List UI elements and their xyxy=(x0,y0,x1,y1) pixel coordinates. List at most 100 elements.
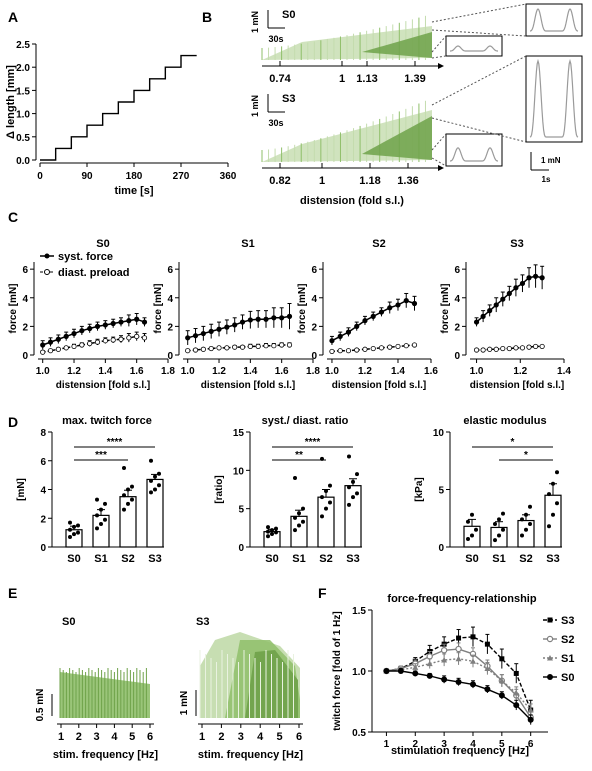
d-significance-label: **** xyxy=(305,437,321,448)
e-x-tick-label: 1 xyxy=(199,731,205,743)
c-point-syst xyxy=(126,318,132,324)
c-y-tick-label: 2 xyxy=(167,322,173,333)
d-data-point xyxy=(157,471,161,476)
c-y-tick-label: 6 xyxy=(167,265,173,276)
c-point-diast xyxy=(286,342,293,348)
c-point-syst xyxy=(118,319,124,325)
a-x-tick-label: 270 xyxy=(173,171,190,182)
d-data-point xyxy=(76,523,80,528)
c-x-label: distension [fold s.l.] xyxy=(332,380,426,391)
d-y-label: [ratio] xyxy=(214,475,225,503)
c-point-diast xyxy=(526,344,532,350)
d-data-point xyxy=(95,497,99,502)
c-point-syst xyxy=(141,319,148,325)
f-marker-S0 xyxy=(469,681,476,688)
b-scale-y-label: 1 mN xyxy=(250,95,260,117)
f-x-label: stimulation frequency [Hz] xyxy=(391,745,529,757)
b-inset-scale-x-label: 1s xyxy=(542,175,551,184)
d-data-point xyxy=(266,529,270,534)
c-point-syst xyxy=(539,275,545,281)
b-inset-guide xyxy=(431,3,527,23)
e-x-tick-label: 4 xyxy=(257,731,264,743)
d-data-point xyxy=(95,513,99,518)
b-axis-arrow xyxy=(438,63,444,69)
a-x-tick-label: 90 xyxy=(81,171,93,182)
c-y-tick-label: 4 xyxy=(22,294,28,305)
b-inset-s3-low-trace xyxy=(449,147,499,162)
c-point-diast xyxy=(329,348,335,355)
c-point-syst xyxy=(134,316,140,322)
f-x-tick-label: 4 xyxy=(470,739,476,750)
c-x-tick-label: 1.0 xyxy=(36,366,50,377)
c-point-diast xyxy=(232,344,238,350)
f-legend-label-S1: S1 xyxy=(561,653,574,665)
d-y-tick-label: 10 xyxy=(433,428,445,439)
d-data-point xyxy=(320,514,324,519)
a-y-tick-label: 1.5 xyxy=(16,86,30,97)
c-y-label: force [mN] xyxy=(440,283,451,333)
d-data-point xyxy=(68,527,72,532)
c-point-syst xyxy=(354,323,360,329)
c-point-syst xyxy=(94,323,101,329)
c-point-diast xyxy=(126,335,132,341)
c-point-diast xyxy=(403,343,409,349)
e-x-tick-label: 3 xyxy=(94,731,100,743)
d-data-point xyxy=(493,522,497,526)
e-x-tick-label: 2 xyxy=(76,731,82,743)
c-panel-title-S3: S3 xyxy=(510,238,523,250)
c-point-diast xyxy=(354,347,360,353)
c-x-tick-label: 1.2 xyxy=(358,366,372,377)
f-x-tick-label: 5 xyxy=(499,739,505,750)
b-inset-s0-low-trace xyxy=(449,45,499,52)
f-title: force-frequency-relationship xyxy=(387,593,536,605)
f-marker-S1 xyxy=(484,665,491,672)
d-data-point xyxy=(347,485,351,490)
a-x-tick-label: 360 xyxy=(220,171,237,182)
c-point-diast xyxy=(473,347,480,353)
d-significance-label: *** xyxy=(95,450,107,461)
c-point-syst xyxy=(411,300,418,307)
e-s3-scale-label: 1 mN xyxy=(179,691,190,715)
d-data-point xyxy=(293,528,297,533)
f-marker-S1 xyxy=(455,655,462,662)
c-point-syst xyxy=(71,330,77,337)
c-point-diast xyxy=(513,345,519,351)
c-point-diast xyxy=(87,340,93,347)
d-category-label: S3 xyxy=(148,553,161,565)
d-data-point xyxy=(470,512,474,517)
b-scale-y-label: 1 mN xyxy=(250,11,260,33)
b-inset-s3-high-trace xyxy=(529,58,579,138)
c-y-tick-label: 2 xyxy=(22,322,28,333)
a-y-label: Δ length [mm] xyxy=(5,65,17,139)
f-y-tick-label: 0.5 xyxy=(352,728,366,739)
f-legend-marker-S2 xyxy=(546,635,554,643)
d-data-point xyxy=(328,500,332,505)
a-y-tick-label: 0.0 xyxy=(16,156,30,167)
d-data-point xyxy=(551,481,555,486)
d-data-point xyxy=(149,490,153,495)
d-data-point xyxy=(551,512,555,517)
c-x-tick-label: 1.4 xyxy=(98,366,112,377)
d-y-tick-label: 0 xyxy=(438,543,444,554)
b-inset-guide xyxy=(431,117,527,143)
d-category-label: S0 xyxy=(465,553,478,565)
c-point-syst xyxy=(500,296,506,302)
c-y-tick-label: 6 xyxy=(311,265,317,276)
f-y-tick-label: 1.0 xyxy=(352,667,366,678)
d-significance-label: ** xyxy=(295,450,303,461)
f-marker-S1 xyxy=(412,664,419,670)
c-y-label: force [mN] xyxy=(297,283,308,333)
c-point-diast xyxy=(185,348,191,354)
c-panel-title-S2: S2 xyxy=(372,238,385,250)
d-data-point xyxy=(501,527,505,532)
b-inset-s0-high-trace xyxy=(529,8,579,32)
a-y-tick-label: 2.5 xyxy=(16,40,30,51)
c-x-tick-label: 1.0 xyxy=(181,366,195,377)
f-marker-S1 xyxy=(527,707,534,713)
f-y-label: twitch force [fold of 1 Hz] xyxy=(332,611,343,730)
c-point-syst xyxy=(239,319,246,325)
c-point-syst xyxy=(63,333,69,339)
c-point-syst xyxy=(185,335,191,341)
c-x-tick-label: 1.2 xyxy=(212,366,226,377)
f-marker-S3 xyxy=(456,635,462,641)
